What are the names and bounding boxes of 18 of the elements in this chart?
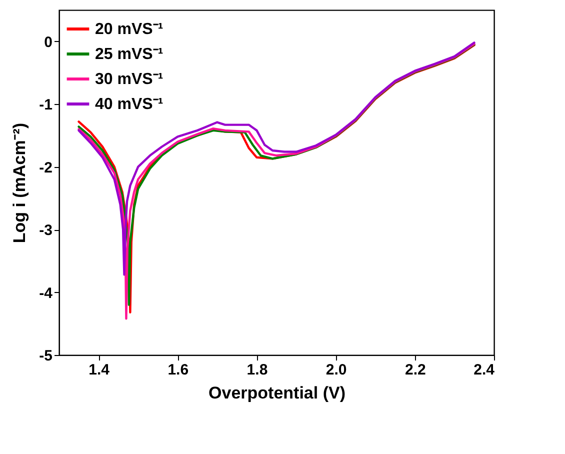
y-tick-label: -5 — [39, 348, 52, 364]
y-tick-label: -2 — [39, 159, 52, 176]
legend-label: 25 mVS⁻¹ — [95, 46, 164, 63]
x-tick-label: 2.0 — [326, 362, 347, 378]
x-tick-label: 1.8 — [246, 362, 268, 378]
y-tick-label: -1 — [39, 96, 52, 114]
y-tick-label: -3 — [39, 222, 52, 240]
y-tick-label: 0 — [44, 34, 52, 51]
y-axis-title: Log i (mAcm⁻²) — [10, 122, 30, 244]
x-tick-label: 1.4 — [88, 362, 110, 378]
legend-label: 30 mVS⁻¹ — [95, 71, 164, 88]
x-tick-label: 2.2 — [404, 362, 426, 378]
y-tick-label: -4 — [39, 284, 54, 302]
legend-label: 20 mVS⁻¹ — [95, 21, 164, 38]
x-axis-title: Overpotential (V) — [208, 384, 346, 402]
legend-label: 40 mVS⁻¹ — [95, 96, 164, 113]
x-tick-label: 1.6 — [168, 362, 189, 378]
x-tick-label: 2.4 — [474, 362, 496, 378]
